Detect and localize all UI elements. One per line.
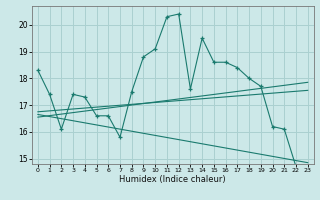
X-axis label: Humidex (Indice chaleur): Humidex (Indice chaleur) [119,175,226,184]
